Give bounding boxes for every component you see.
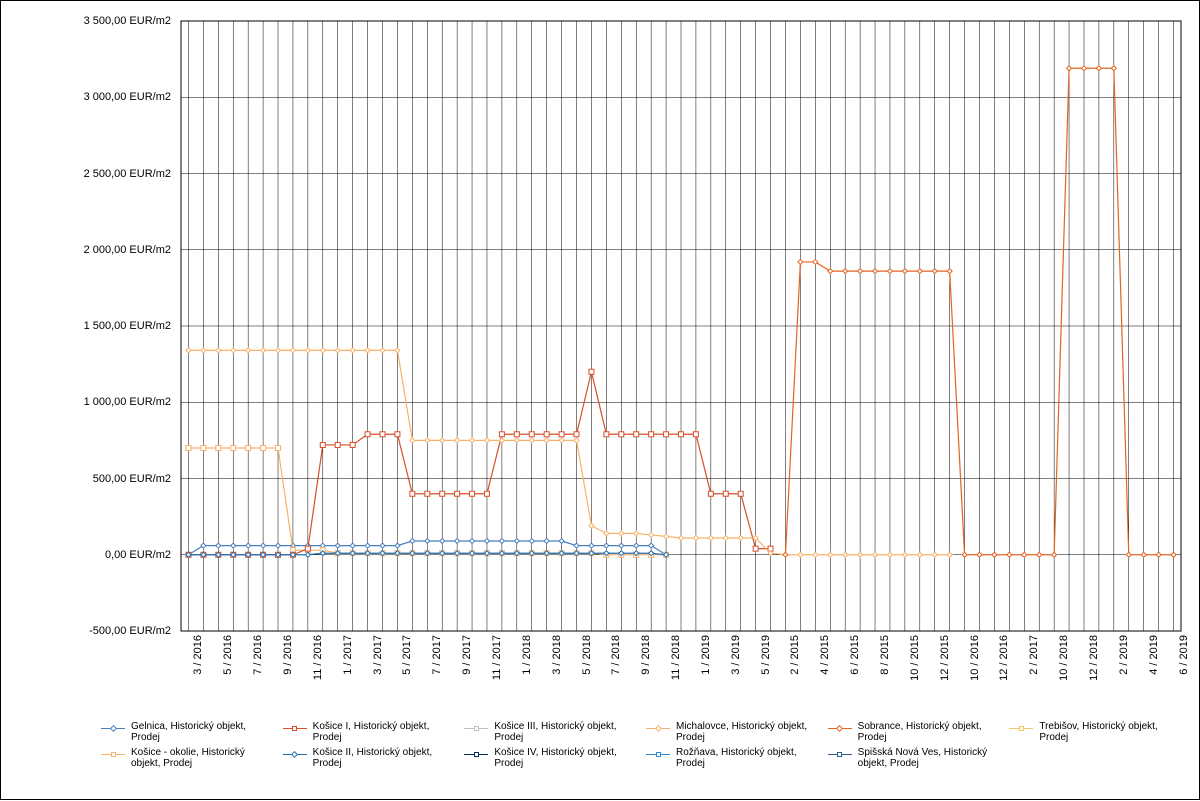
chart-container: -500,00 EUR/m2 0,00 EUR/m2 500,00 EUR/m2 1 … [0, 0, 1200, 800]
x-tick-label: 6 / 2015 [849, 635, 861, 695]
legend-item: Košice I, Historický objekt, Prodej [283, 721, 455, 743]
x-tick-label: 2 / 2017 [1028, 635, 1040, 695]
x-tick-label: 1 / 2017 [342, 635, 354, 695]
chart-svg [1, 1, 1200, 801]
y-tick-label: 3 000,00 EUR/m2 [1, 91, 171, 103]
x-tick-label: 12 / 2018 [1088, 635, 1100, 695]
x-tick-label: 10 / 2018 [1058, 635, 1070, 695]
x-tick-label: 8 / 2015 [879, 635, 891, 695]
x-tick-label: 2 / 2015 [789, 635, 801, 695]
y-tick-label: 2 500,00 EUR/m2 [1, 168, 171, 180]
legend-label: Košice - okolie, Historický objekt, Prod… [131, 747, 273, 769]
x-tick-label: 1 / 2018 [521, 635, 533, 695]
x-tick-label: 3 / 2017 [372, 635, 384, 695]
legend-swatch [101, 723, 125, 733]
legend-swatch [283, 749, 307, 759]
x-tick-label: 1 / 2019 [700, 635, 712, 695]
legend-swatch [828, 723, 852, 733]
y-tick-label: 500,00 EUR/m2 [1, 473, 171, 485]
legend-swatch [283, 723, 307, 733]
x-tick-label: 7 / 2018 [610, 635, 622, 695]
y-tick-label: 1 500,00 EUR/m2 [1, 320, 171, 332]
legend-item: Spišská Nová Ves, Historický objekt, Pro… [828, 747, 1000, 769]
x-tick-label: 4 / 2015 [819, 635, 831, 695]
legend-label: Rožňava, Historický objekt, Prodej [676, 747, 818, 769]
legend-label: Trebišov, Historický objekt, Prodej [1039, 721, 1181, 743]
x-tick-label: 12 / 2015 [939, 635, 951, 695]
legend-swatch [1009, 723, 1033, 733]
legend-item: Košice - okolie, Historický objekt, Prod… [101, 747, 273, 769]
x-tick-label: 7 / 2016 [252, 635, 264, 695]
y-tick-label: 2 000,00 EUR/m2 [1, 244, 171, 256]
x-tick-label: 6 / 2019 [1178, 635, 1190, 695]
x-tick-label: 2 / 2019 [1118, 635, 1130, 695]
x-tick-label: 11 / 2016 [312, 635, 324, 695]
x-tick-label: 9 / 2018 [640, 635, 652, 695]
x-tick-label: 11 / 2017 [491, 635, 503, 695]
legend-label: Gelnica, Historický objekt, Prodej [131, 721, 273, 743]
x-tick-label: 7 / 2017 [431, 635, 443, 695]
y-tick-label: 0,00 EUR/m2 [1, 549, 171, 561]
legend-swatch [828, 749, 852, 759]
y-tick-label: 1 000,00 EUR/m2 [1, 396, 171, 408]
y-tick-label: -500,00 EUR/m2 [1, 625, 171, 637]
x-tick-label: 11 / 2018 [670, 635, 682, 695]
legend-item: Trebišov, Historický objekt, Prodej [1009, 721, 1181, 743]
legend-item: Rožňava, Historický objekt, Prodej [646, 747, 818, 769]
legend-item: Košice III, Historický objekt, Prodej [464, 721, 636, 743]
x-tick-label: 10 / 2016 [969, 635, 981, 695]
x-tick-label: 10 / 2015 [909, 635, 921, 695]
legend-label: Sobrance, Historický objekt, Prodej [858, 721, 1000, 743]
x-tick-label: 5 / 2018 [581, 635, 593, 695]
legend-item: Sobrance, Historický objekt, Prodej [828, 721, 1000, 743]
legend-item: Košice II, Historický objekt, Prodej [283, 747, 455, 769]
x-tick-label: 3 / 2018 [551, 635, 563, 695]
legend-label: Košice II, Historický objekt, Prodej [313, 747, 455, 769]
x-tick-label: 9 / 2017 [461, 635, 473, 695]
legend-label: Michalovce, Historický objekt, Prodej [676, 721, 818, 743]
legend-swatch [646, 749, 670, 759]
legend-label: Košice IV, Historický objekt, Prodej [494, 747, 636, 769]
y-tick-label: 3 500,00 EUR/m2 [1, 15, 171, 27]
x-tick-label: 9 / 2016 [282, 635, 294, 695]
legend-item: Michalovce, Historický objekt, Prodej [646, 721, 818, 743]
legend-swatch [646, 723, 670, 733]
x-tick-label: 12 / 2016 [998, 635, 1010, 695]
legend-item: Gelnica, Historický objekt, Prodej [101, 721, 273, 743]
x-tick-label: 3 / 2019 [730, 635, 742, 695]
x-tick-label: 4 / 2019 [1148, 635, 1160, 695]
legend-swatch [464, 749, 488, 759]
x-tick-label: 5 / 2017 [401, 635, 413, 695]
x-tick-label: 3 / 2016 [192, 635, 204, 695]
legend-label: Košice I, Historický objekt, Prodej [313, 721, 455, 743]
legend: Gelnica, Historický objekt, Prodej Košice… [101, 721, 1181, 769]
legend-label: Spišská Nová Ves, Historický objekt, Pro… [858, 747, 1000, 769]
legend-swatch [101, 749, 125, 759]
x-tick-label: 5 / 2016 [222, 635, 234, 695]
legend-label: Košice III, Historický objekt, Prodej [494, 721, 636, 743]
legend-item: Košice IV, Historický objekt, Prodej [464, 747, 636, 769]
legend-swatch [464, 723, 488, 733]
x-tick-label: 5 / 2019 [760, 635, 772, 695]
